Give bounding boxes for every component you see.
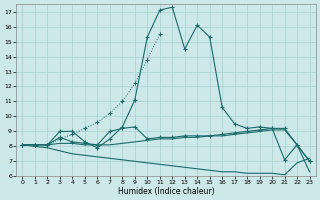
X-axis label: Humidex (Indice chaleur): Humidex (Indice chaleur) bbox=[118, 187, 214, 196]
